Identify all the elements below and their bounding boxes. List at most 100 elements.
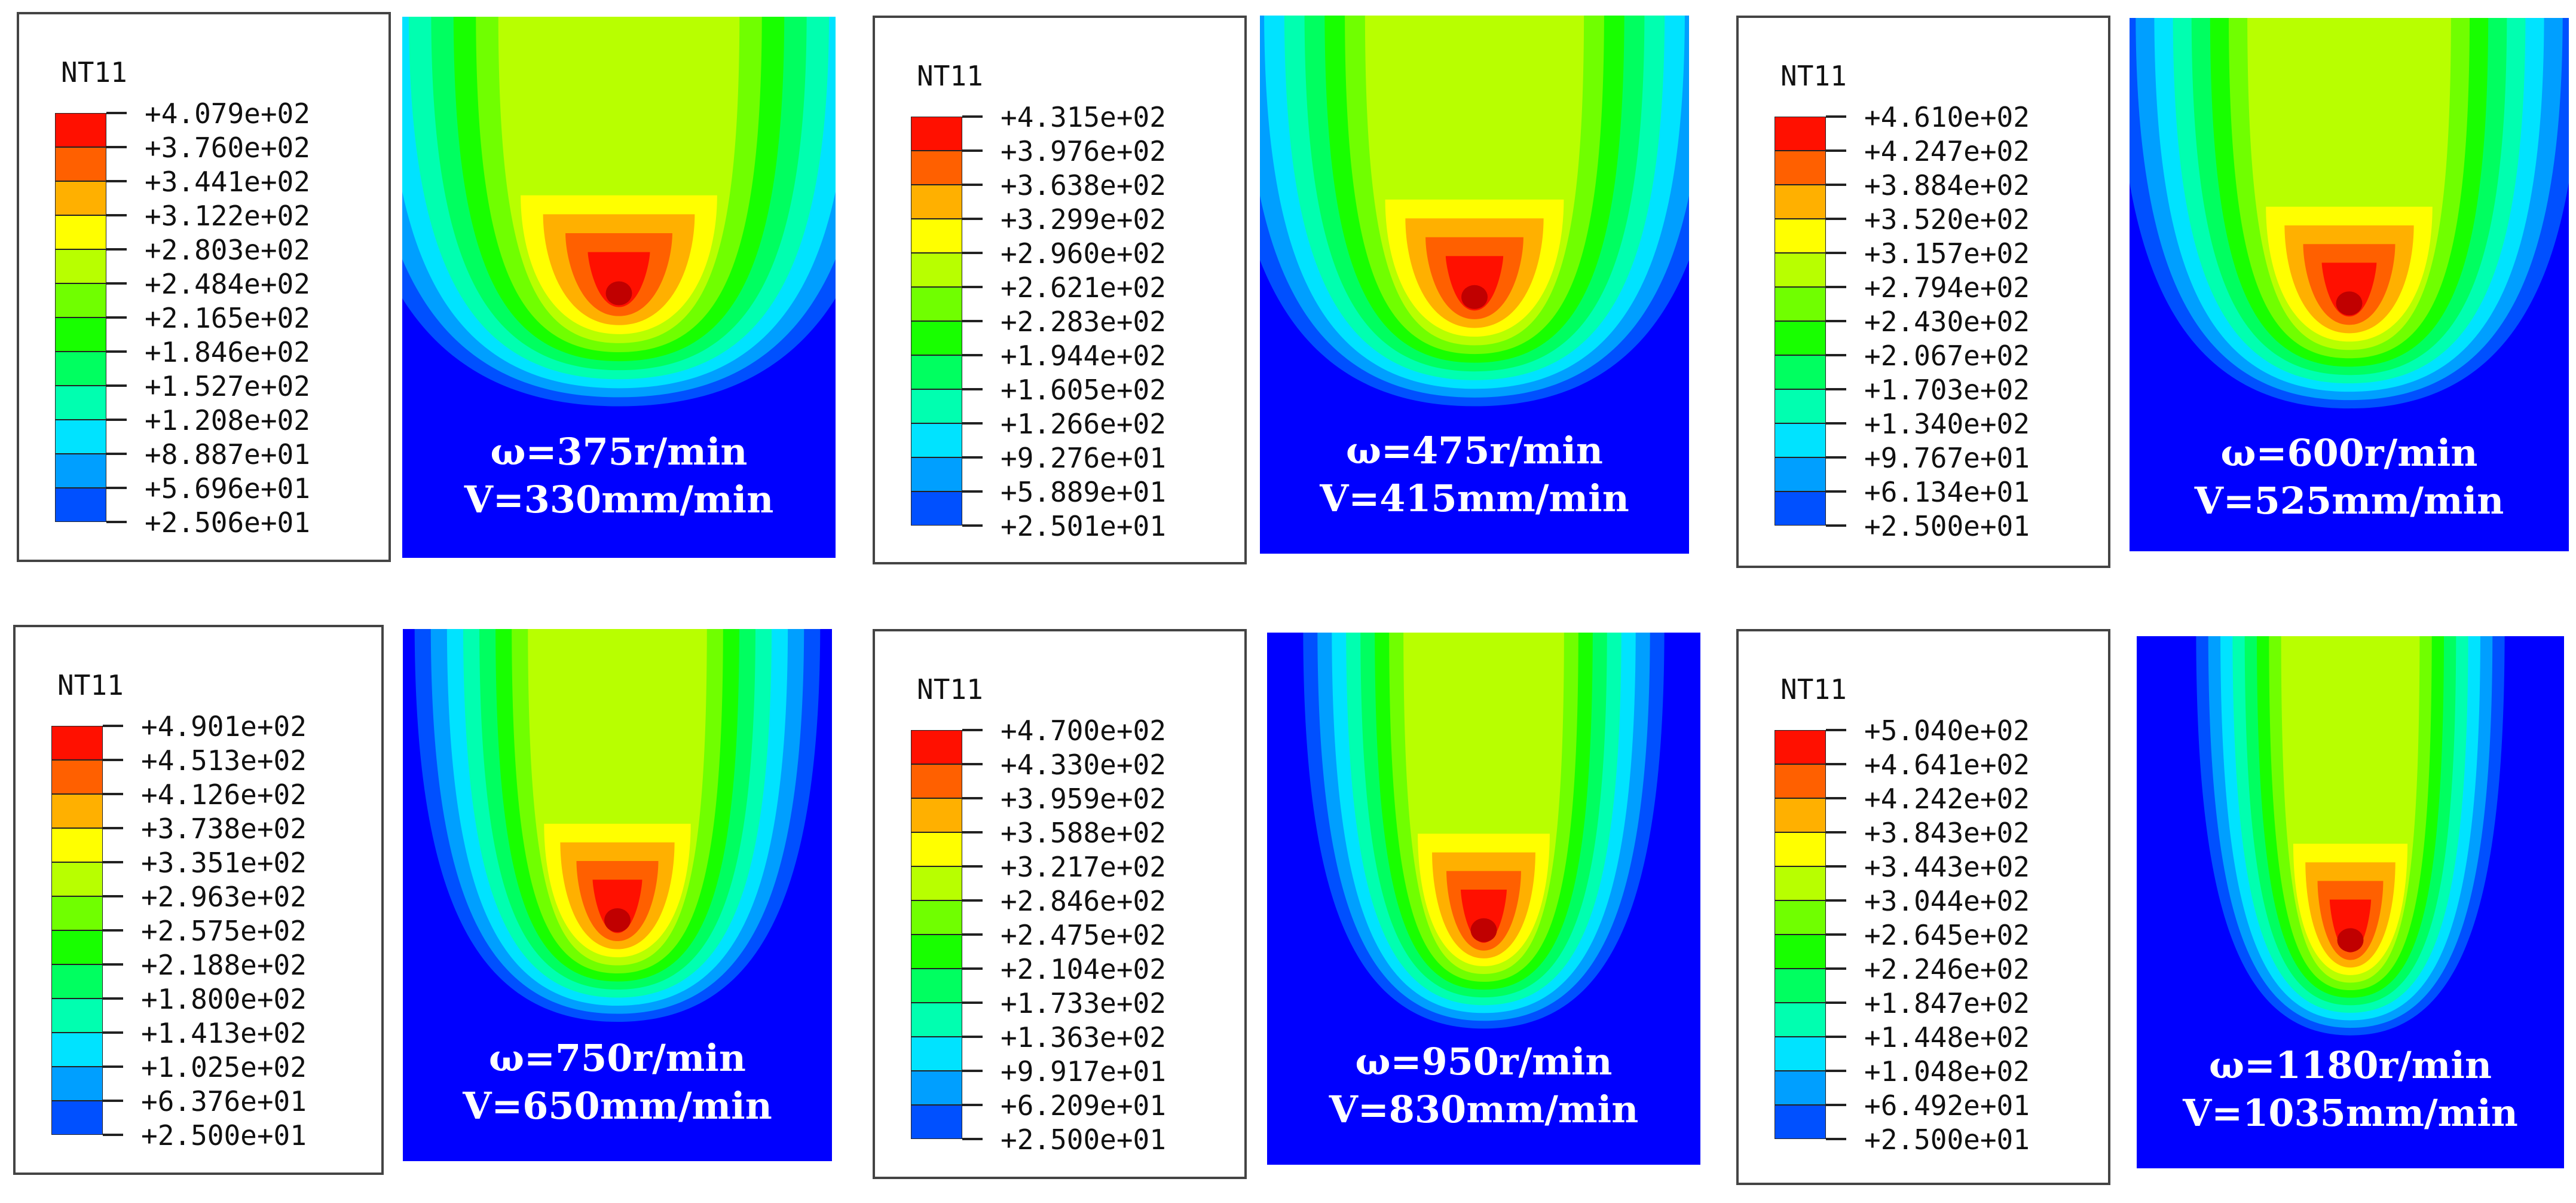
legend-value-label: +6.134e+01 — [1864, 476, 2030, 508]
legend-tick — [962, 490, 983, 493]
legend-value-label: +2.188e+02 — [141, 949, 307, 981]
legend-color-swatch — [911, 491, 962, 526]
legend-color-swatch — [911, 355, 962, 389]
legend-value-label: +9.767e+01 — [1864, 442, 2030, 474]
legend-tick — [1826, 490, 1846, 493]
legend-tick — [962, 115, 983, 118]
legend-tick — [106, 146, 127, 148]
legend-color-swatch — [55, 215, 106, 249]
legend-tick — [1826, 252, 1846, 254]
legend-value-label: +5.889e+01 — [1001, 476, 1166, 508]
velocity-label: V=415mm/min — [1320, 477, 1629, 520]
legend-color-swatch — [1775, 389, 1826, 423]
legend-tick — [106, 384, 127, 387]
legend-color-swatch — [911, 900, 962, 935]
omega-label: ω=950r/min — [1355, 1040, 1613, 1083]
legend-value-label: +1.944e+02 — [1001, 340, 1166, 372]
legend-color-swatch — [51, 930, 103, 964]
legend-5: NT11 +5.040e+02 +4.641e+02 +4.242e+02 +3.84… — [1736, 629, 2110, 1185]
legend-tick — [1826, 184, 1846, 186]
legend-tick — [1826, 1104, 1846, 1106]
legend-value-label: +2.283e+02 — [1001, 306, 1166, 338]
legend-tick — [106, 282, 127, 285]
legend-color-swatch — [1775, 287, 1826, 321]
legend-color-swatch — [911, 253, 962, 287]
legend-value-label: +4.610e+02 — [1864, 101, 2030, 133]
legend-tick — [1826, 729, 1846, 731]
legend-color-swatch — [1775, 321, 1826, 355]
legend-value-label: +3.351e+02 — [141, 847, 307, 879]
legend-color-swatch — [911, 935, 962, 969]
legend-title: NT11 — [917, 673, 983, 706]
legend-color-swatch — [1775, 832, 1826, 866]
panel-1: NT11 +4.315e+02 +3.976e+02 +3.638e+02 +3.29… — [873, 16, 1727, 590]
legend-value-label: +2.500e+01 — [1864, 510, 2030, 542]
legend-value-label: +8.887e+01 — [145, 438, 310, 471]
legend-tick — [103, 1100, 123, 1102]
omega-label: ω=475r/min — [1346, 429, 1603, 472]
legend-0: NT11 +4.079e+02 +3.760e+02 +3.441e+02 +3.12… — [17, 12, 391, 562]
legend-tick — [1826, 1002, 1846, 1004]
legend-tick — [1826, 218, 1846, 220]
legend-value-label: +1.340e+02 — [1864, 408, 2030, 440]
legend-color-swatch — [1775, 253, 1826, 287]
legend-color-swatch — [51, 1067, 103, 1101]
contour-plot-1: ω=475r/min V=415mm/min — [1260, 16, 1689, 554]
legend-value-label: +2.484e+02 — [145, 268, 310, 300]
legend-tick — [962, 456, 983, 459]
legend-tick — [1826, 149, 1846, 152]
legend-tick — [103, 1031, 123, 1034]
legend-value-label: +6.492e+01 — [1864, 1089, 2030, 1122]
legend-tick — [106, 316, 127, 319]
legend-color-swatch — [1775, 730, 1826, 764]
legend-value-label: +4.247e+02 — [1864, 135, 2030, 167]
legend-color-swatch — [55, 386, 106, 420]
legend-color-swatch — [1775, 764, 1826, 798]
legend-value-label: +1.025e+02 — [141, 1051, 307, 1083]
legend-tick — [962, 320, 983, 322]
legend-color-swatch — [1775, 355, 1826, 389]
legend-value-label: +2.960e+02 — [1001, 237, 1166, 270]
legend-value-label: +4.901e+02 — [141, 710, 307, 743]
legend-color-swatch — [55, 488, 106, 522]
legend-color-swatch — [911, 1105, 962, 1139]
legend-tick — [962, 797, 983, 799]
legend-color-swatch — [911, 969, 962, 1003]
legend-color-swatch — [51, 999, 103, 1033]
legend-color-swatch — [1775, 1105, 1826, 1139]
legend-color-swatch — [55, 454, 106, 488]
legend-value-label: +2.501e+01 — [1001, 510, 1166, 542]
legend-tick — [1826, 1036, 1846, 1038]
legend-value-label: +1.363e+02 — [1001, 1021, 1166, 1054]
legend-value-label: +1.208e+02 — [145, 404, 310, 436]
legend-value-label: +9.917e+01 — [1001, 1055, 1166, 1088]
legend-tick — [962, 524, 983, 527]
legend-color-swatch — [55, 181, 106, 215]
legend-tick — [962, 1104, 983, 1106]
legend-tick — [962, 422, 983, 425]
legend-color-swatch — [911, 1037, 962, 1071]
legend-value-label: +4.641e+02 — [1864, 749, 2030, 781]
hot-spot — [604, 908, 631, 933]
temperature-contour-svg — [1267, 633, 1700, 1165]
legend-tick — [103, 827, 123, 829]
legend-value-label: +3.843e+02 — [1864, 817, 2030, 849]
velocity-label: V=525mm/min — [2194, 479, 2504, 523]
legend-2: NT11 +4.610e+02 +4.247e+02 +3.884e+02 +3.52… — [1736, 16, 2110, 568]
legend-tick — [103, 759, 123, 761]
legend-color-swatch — [55, 283, 106, 317]
legend-3: NT11 +4.901e+02 +4.513e+02 +4.126e+02 +3.73… — [13, 625, 384, 1175]
legend-color-swatch — [51, 828, 103, 862]
legend-color-swatch — [911, 151, 962, 185]
legend-tick — [103, 793, 123, 795]
legend-4: NT11 +4.700e+02 +4.330e+02 +3.959e+02 +3.58… — [873, 629, 1247, 1179]
hot-spot — [1461, 285, 1488, 309]
legend-tick — [962, 1138, 983, 1140]
legend-value-label: +1.413e+02 — [141, 1017, 307, 1049]
legend-tick — [103, 963, 123, 966]
legend-value-label: +2.621e+02 — [1001, 271, 1166, 304]
legend-tick — [962, 286, 983, 288]
legend-value-label: +2.506e+01 — [145, 506, 310, 539]
legend-tick — [1826, 967, 1846, 970]
legend-value-label: +4.330e+02 — [1001, 749, 1166, 781]
